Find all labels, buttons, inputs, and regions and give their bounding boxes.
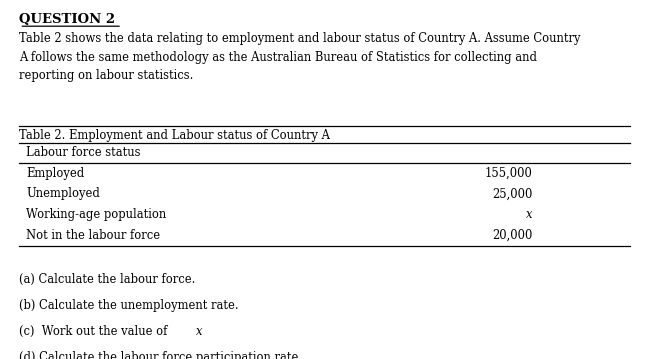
Text: 25,000: 25,000 [492,187,532,200]
Text: (d) Calculate the labour force participation rate: (d) Calculate the labour force participa… [19,351,299,359]
Text: Unemployed: Unemployed [26,187,100,200]
Text: Not in the labour force: Not in the labour force [26,229,160,242]
Text: 20,000: 20,000 [492,229,532,242]
Text: QUESTION 2: QUESTION 2 [19,13,116,25]
Text: x: x [526,208,532,221]
Text: (b) Calculate the unemployment rate.: (b) Calculate the unemployment rate. [19,299,239,312]
Text: Labour force status: Labour force status [26,146,140,159]
Text: Working-age population: Working-age population [26,208,166,221]
Text: x: x [196,325,202,338]
Text: (c)  Work out the value of: (c) Work out the value of [19,325,171,338]
Text: (a) Calculate the labour force.: (a) Calculate the labour force. [19,273,196,286]
Text: 155,000: 155,000 [484,167,532,180]
Text: Table 2. Employment and Labour status of Country A: Table 2. Employment and Labour status of… [19,129,330,141]
Text: Employed: Employed [26,167,84,180]
Text: Table 2 shows the data relating to employment and labour status of Country A. As: Table 2 shows the data relating to emplo… [19,32,581,82]
